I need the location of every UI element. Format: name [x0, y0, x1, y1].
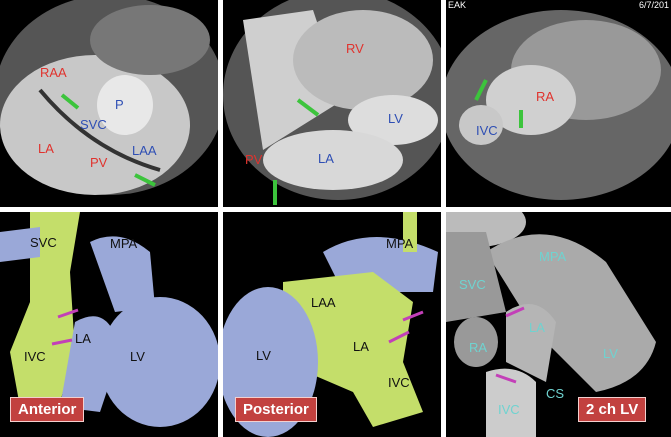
label-svc: SVC	[459, 277, 486, 292]
magenta-arrow-icon	[402, 310, 424, 322]
view-tag: 2 ch LV	[578, 397, 647, 422]
ct-panel-axial-1: RAA P SVC LA PV LAA	[0, 0, 218, 207]
label-la: LA	[318, 151, 334, 166]
ct-image	[0, 0, 218, 195]
label-raa: RAA	[40, 65, 67, 80]
label-ivc: IVC	[24, 349, 46, 364]
3d-model-posterior: MPA LAA LA LV IVC Posterior	[223, 212, 441, 437]
label-lv: LV	[603, 346, 618, 361]
ct-panel-axial-2: RV LV LA PV	[223, 0, 441, 207]
magenta-arrow-icon	[57, 308, 79, 319]
label-p: P	[115, 97, 124, 112]
green-arrow-icon	[474, 79, 488, 101]
label-mpa: MPA	[110, 236, 138, 251]
green-arrow-icon	[296, 98, 320, 117]
label-la: LA	[353, 339, 369, 354]
view-tag: Anterior	[10, 397, 85, 422]
scan-id-text: EAK	[448, 0, 467, 10]
label-la: LA	[529, 320, 545, 335]
ct-panel-2ch: MPA SVC LA RA LV CS IVC 2 ch LV	[446, 212, 671, 437]
label-mpa: MPA	[386, 236, 414, 251]
3d-model-image	[0, 212, 218, 427]
label-svc: SVC	[80, 117, 107, 132]
label-ivc: IVC	[388, 375, 410, 390]
label-laa: LAA	[311, 295, 336, 310]
label-ra: RA	[536, 89, 555, 104]
magenta-arrow-icon	[51, 338, 73, 346]
3d-model-anterior: SVC MPA LA IVC LV Anterior	[0, 212, 218, 437]
view-tag: Posterior	[235, 397, 317, 422]
label-ivc: IVC	[498, 402, 520, 417]
label-pv: PV	[90, 155, 108, 170]
label-ra: RA	[469, 340, 488, 355]
ct-panel-axial-3: EAK 6/7/201 RA IVC	[446, 0, 671, 207]
label-rv: RV	[346, 41, 364, 56]
ct-image	[223, 0, 441, 205]
magenta-arrow-icon	[505, 306, 525, 318]
label-laa: LAA	[132, 143, 157, 158]
magenta-arrow-icon	[388, 330, 410, 344]
label-cs: CS	[546, 386, 565, 401]
green-arrow-icon	[60, 93, 80, 110]
scan-date-text: 6/7/201	[638, 0, 669, 10]
label-lv: LV	[130, 349, 145, 364]
label-ivc: IVC	[476, 123, 498, 138]
label-la: LA	[38, 141, 54, 156]
label-svc: SVC	[30, 235, 57, 250]
magenta-arrow-icon	[495, 373, 517, 384]
label-la: LA	[75, 331, 91, 346]
label-mpa: MPA	[539, 249, 567, 264]
ct-image	[446, 10, 671, 200]
ct-image	[446, 212, 656, 437]
green-arrow-icon	[134, 173, 156, 187]
label-pv: PV	[245, 152, 263, 167]
label-lv: LV	[256, 348, 271, 363]
label-lv: LV	[388, 111, 403, 126]
